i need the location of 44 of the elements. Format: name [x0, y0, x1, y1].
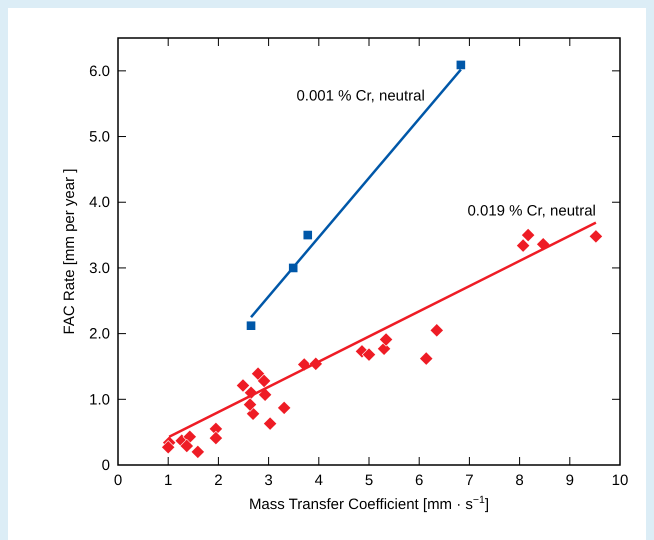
x-tick-label: 1: [164, 472, 172, 489]
x-tick-label: 3: [264, 472, 273, 489]
point: [277, 400, 292, 415]
point: [379, 332, 394, 347]
x-tick-label: 5: [364, 472, 374, 489]
point: [456, 60, 466, 70]
point: [161, 440, 176, 454]
x-tick-label: 8: [515, 472, 524, 489]
x-tick-label: 6: [415, 472, 424, 489]
point: [190, 444, 205, 459]
series-label: 0.019 % Cr, neutral: [467, 202, 596, 220]
x-tick-label: 7: [465, 472, 474, 489]
point: [419, 352, 434, 366]
y-tick-label: 6.0: [89, 62, 110, 80]
y-axis-title: FAC Rate [mm per year ]: [61, 168, 78, 334]
y-tick-label: 2.0: [89, 326, 110, 343]
point: [362, 348, 376, 362]
x-tick-label: 10: [612, 472, 628, 489]
series-label: 0.001 % Cr, neutral: [296, 88, 425, 105]
x-axis-title: Mass Transfer Coefficient [mm · s$^{−1}$]: [248, 494, 490, 513]
point: [236, 378, 250, 393]
point: [516, 238, 530, 253]
point: [180, 438, 194, 453]
point: [430, 323, 444, 338]
point: [257, 374, 272, 388]
y-tick-label: 0: [102, 457, 110, 474]
y-tick-label: 5.0: [89, 128, 110, 146]
point: [246, 320, 256, 331]
x-tick-label: 4: [314, 472, 323, 489]
point: [251, 366, 266, 381]
y-tick-label: 3.0: [89, 260, 110, 277]
x-tick-label: 0: [114, 472, 122, 489]
point: [588, 229, 603, 244]
y-tick-label: 1.0: [89, 391, 110, 408]
point: [258, 388, 272, 402]
point: [243, 398, 258, 412]
x-tick-label: 2: [214, 472, 223, 489]
point: [208, 431, 223, 446]
point: [182, 430, 197, 444]
x-tick-label: 9: [566, 472, 574, 489]
point: [521, 228, 536, 242]
point: [263, 416, 278, 431]
point: [302, 230, 313, 240]
y-tick-label: 4.0: [89, 194, 110, 212]
